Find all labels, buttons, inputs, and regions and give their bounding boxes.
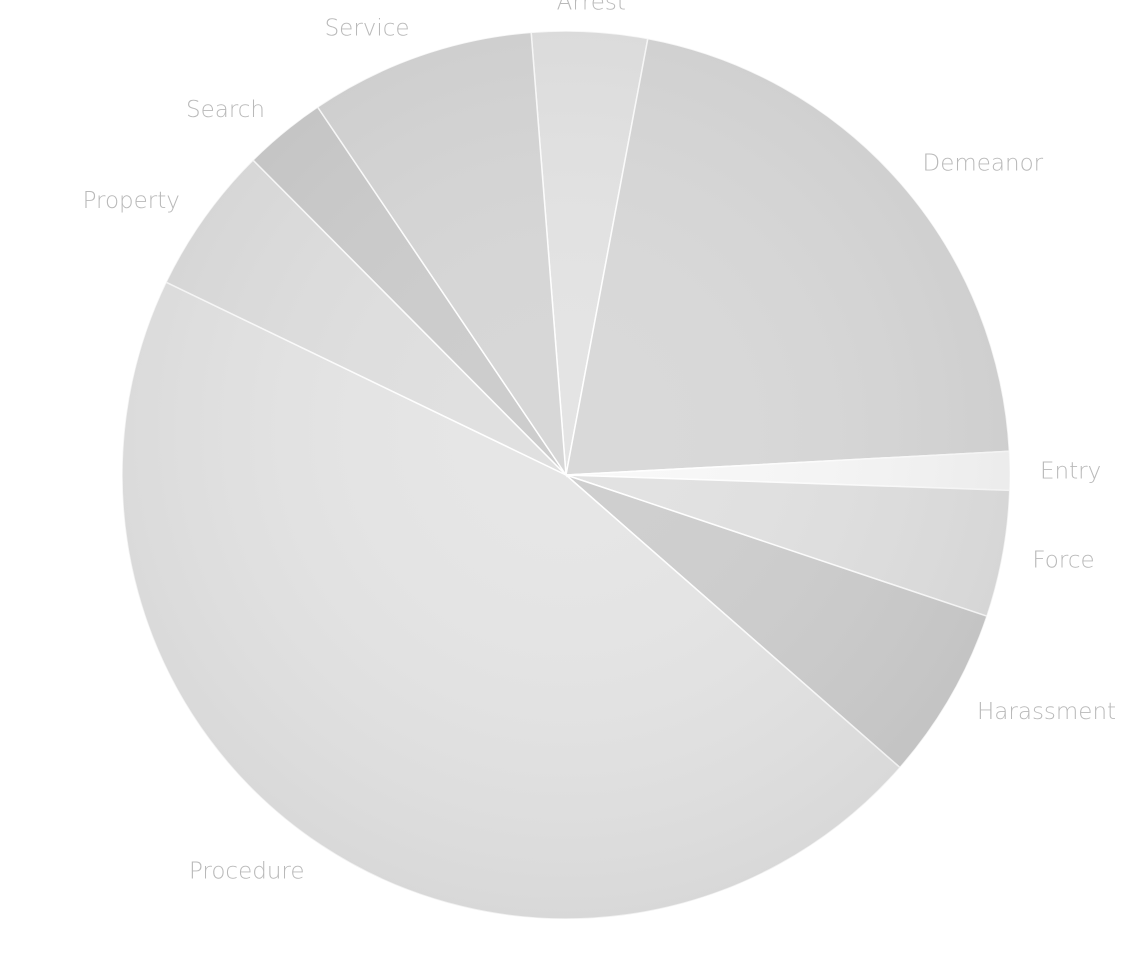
label-arrest: Arrest [557,0,626,16]
label-harassment: Harassment [977,699,1116,725]
label-force: Force [1032,547,1094,573]
label-search: Search [186,97,265,123]
pie-labels: Arrest Demeanor Entry Force Harassment Proced… [83,0,1116,884]
label-demeanor: Demeanor [923,151,1044,177]
label-service: Service [325,16,410,42]
pie-slices [121,30,1011,920]
label-procedure: Procedure [189,858,305,884]
label-entry: Entry [1040,459,1101,485]
label-property: Property [83,188,180,214]
